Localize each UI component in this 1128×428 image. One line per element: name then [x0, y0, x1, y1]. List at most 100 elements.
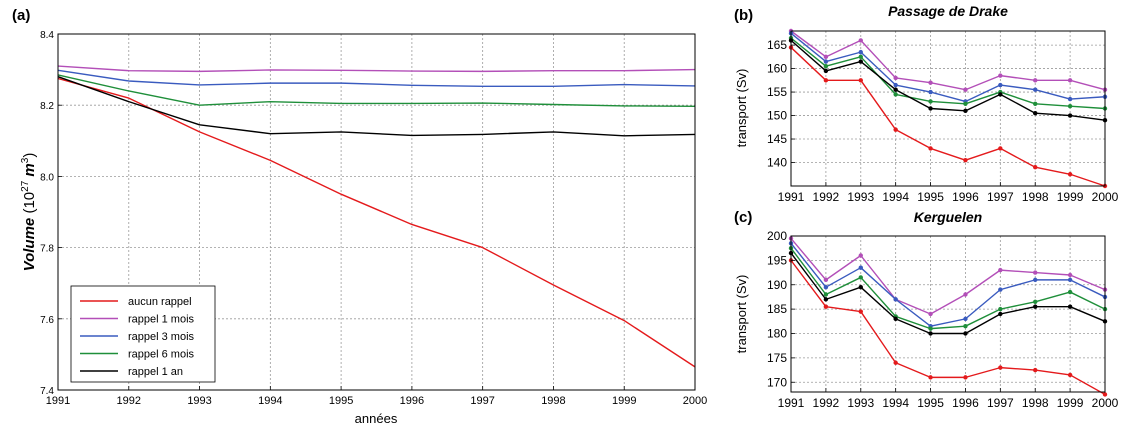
legend-entry: rappel 1 an [128, 366, 183, 378]
data-point [998, 82, 1003, 88]
data-point [823, 68, 829, 74]
data-point [823, 64, 829, 69]
x-tick-label: 1995 [917, 396, 944, 410]
data-point [893, 127, 898, 132]
x-tick-label: 1999 [1057, 190, 1084, 204]
y-tick-label: 7.8 [40, 244, 54, 255]
series-line-1 [57, 65, 696, 73]
panel-c-kerguelen-chart: (c) Kerguelen 1991 1992 1993 1994 1995 1996 19… [734, 209, 1119, 410]
x-tick-label: 1998 [1022, 396, 1049, 410]
panel-a-plot-frame [57, 33, 696, 391]
x-tick-label: 1994 [258, 395, 282, 407]
y-tick-label: 185 [767, 302, 787, 316]
y-label-open: (10 [21, 192, 38, 218]
x-tick-label: 2000 [683, 395, 707, 407]
x-tick-label: 1996 [400, 395, 424, 407]
x-tick-label: 1998 [1022, 190, 1049, 204]
data-point [928, 326, 933, 331]
series-line-4 [790, 39, 1106, 121]
legend-entry: rappel 1 mois [128, 314, 195, 326]
data-point [858, 38, 863, 43]
panel-c-series-lines [788, 236, 1108, 397]
data-point [963, 323, 968, 329]
series-line-0 [57, 77, 696, 368]
x-tick-label: 1991 [778, 190, 805, 204]
data-point [928, 106, 933, 111]
series-line-0 [790, 259, 1106, 396]
panel-b-label: (b) [734, 7, 753, 24]
data-point [1067, 78, 1073, 83]
data-point [963, 375, 968, 380]
data-point [1102, 392, 1108, 397]
data-point [893, 360, 898, 365]
x-tick-label: 1997 [470, 395, 494, 407]
series-line-1 [790, 30, 1106, 91]
y-label-close: ) [21, 153, 38, 158]
data-point [1033, 87, 1038, 92]
panel-a-volume-chart: (a) 1991 1992 1993 1994 1995 1996 1997 1998 1999… [12, 7, 707, 426]
x-tick-label: 1992 [117, 395, 141, 407]
data-point [858, 265, 863, 270]
data-point [963, 331, 968, 336]
data-point [893, 75, 898, 81]
data-point [823, 78, 829, 83]
data-point [858, 49, 863, 55]
y-tick-label: 155 [767, 85, 787, 99]
series-line-0 [790, 46, 1106, 187]
data-point [893, 92, 898, 97]
series-line-4 [790, 252, 1106, 335]
panel-c-label: (c) [734, 209, 752, 226]
x-tick-label: 1995 [329, 395, 353, 407]
data-point [928, 375, 933, 380]
data-point [928, 331, 933, 336]
panel-a-label: (a) [12, 7, 30, 24]
x-tick-label: 1992 [813, 190, 840, 204]
data-point [823, 59, 829, 64]
x-tick-label: 1991 [46, 395, 70, 407]
data-point [1067, 113, 1073, 118]
data-point [893, 87, 898, 92]
data-point [998, 287, 1003, 292]
panel-b-plot-frame [790, 30, 1106, 187]
panel-a-y-ticks: 7.4 7.6 7.8 8.0 8.2 8.4 [40, 30, 62, 397]
data-point [823, 297, 829, 302]
panel-c-plot-frame [790, 235, 1106, 393]
y-label-mid: m [21, 163, 38, 181]
data-point [858, 284, 863, 290]
panel-b-series-lines [788, 28, 1108, 189]
legend: aucun rappel rappel 1 mois rappel 3 mois ra… [70, 285, 216, 383]
y-label-exp2: 3 [20, 157, 31, 163]
y-tick-label: 175 [767, 351, 787, 365]
panel-a-x-axis-label: années [355, 411, 398, 426]
y-tick-label: 8.4 [40, 30, 54, 41]
data-point [1067, 103, 1073, 109]
data-point [858, 54, 863, 60]
data-point [1067, 172, 1073, 177]
data-point [928, 311, 933, 317]
y-tick-label: 200 [767, 229, 787, 243]
data-point [1033, 277, 1038, 283]
data-point [963, 101, 968, 107]
series-line-3 [790, 247, 1106, 330]
x-tick-label: 1997 [987, 396, 1014, 410]
panel-b-drake-chart: (b) Passage de Drake 1991 1992 1993 1994 199… [734, 3, 1119, 204]
data-point [998, 146, 1003, 151]
y-tick-label: 180 [767, 327, 787, 341]
data-point [823, 304, 829, 309]
panel-b-y-ticks: 140 145 150 155 160 165 [767, 38, 795, 170]
panel-b-y-axis-label: transport (Sv) [734, 69, 749, 148]
data-point [998, 73, 1003, 78]
data-point [1067, 289, 1073, 295]
x-tick-label: 1996 [952, 190, 979, 204]
panel-b-title: Passage de Drake [888, 3, 1008, 19]
series-line-2 [57, 69, 696, 88]
x-tick-label: 1995 [917, 190, 944, 204]
data-point [1033, 101, 1038, 107]
data-point [1067, 304, 1073, 309]
y-tick-label: 160 [767, 62, 787, 76]
data-point [963, 157, 968, 163]
data-point [858, 253, 863, 258]
y-label-exp: 27 [20, 180, 31, 192]
panel-c-grid [790, 235, 1106, 392]
data-point [998, 267, 1003, 273]
